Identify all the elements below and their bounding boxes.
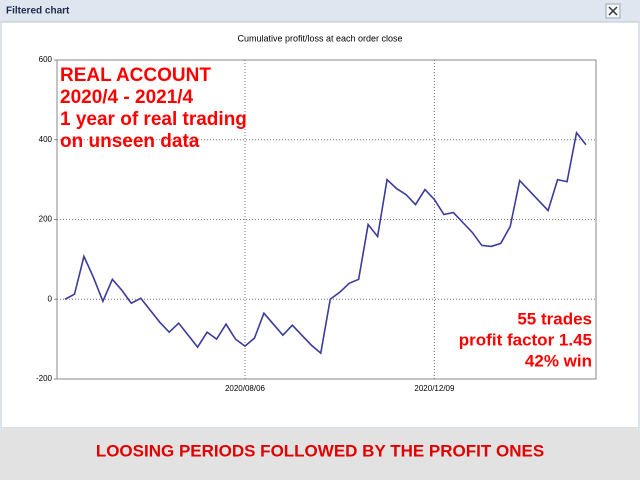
annotation: 42% win <box>525 351 592 370</box>
annotation: 55 trades <box>517 309 592 328</box>
line-series <box>64 130 587 355</box>
close-icon[interactable] <box>608 6 618 16</box>
y-tick-label: 600 <box>39 55 53 64</box>
y-tick-label: 0 <box>48 294 53 303</box>
annotation: profit factor 1.45 <box>459 330 592 349</box>
annotation: REAL ACCOUNT <box>60 65 211 86</box>
y-tick-label: 400 <box>39 135 53 144</box>
caption-bg <box>0 428 640 480</box>
caption: LOOSING PERIODS FOLLOWED BY THE PROFIT O… <box>96 441 544 460</box>
x-tick-label: 2020/12/09 <box>414 384 455 393</box>
plot-area <box>56 59 597 380</box>
annotation: on unseen data <box>60 131 200 152</box>
y-tick-label: 200 <box>39 215 53 224</box>
chart-title: Cumulative profit/loss at each order clo… <box>237 33 402 43</box>
window-title: Filtered chart <box>6 6 70 17</box>
y-tick-label: -200 <box>36 374 53 383</box>
annotation: 1 year of real trading <box>60 109 247 130</box>
x-tick-label: 2020/08/06 <box>225 384 266 393</box>
title-bar <box>0 0 640 22</box>
annotation: 2020/4 - 2021/4 <box>60 87 194 108</box>
close-button[interactable] <box>605 3 621 19</box>
